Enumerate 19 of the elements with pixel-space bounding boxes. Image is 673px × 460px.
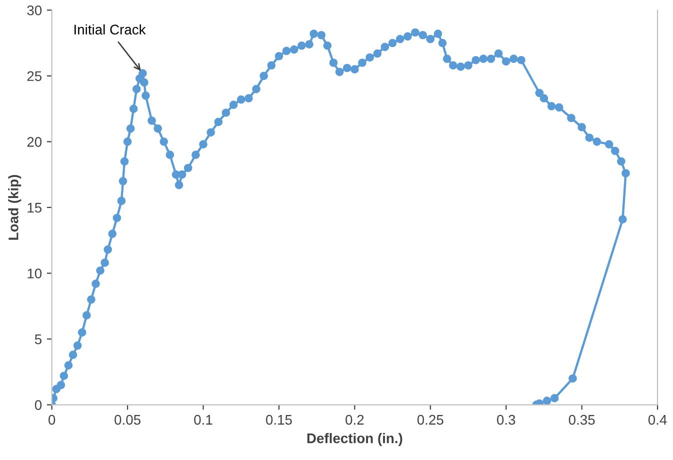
y-tick-label: 0 xyxy=(34,400,42,410)
y-tick-label: 30 xyxy=(27,5,42,16)
y-tick-label: 5 xyxy=(34,334,42,344)
x-tick-label: 0.25 xyxy=(417,414,444,425)
x-tick-label: 0.2 xyxy=(346,414,364,425)
x-tick-label: 0.4 xyxy=(648,414,667,425)
x-tick-label: 0 xyxy=(48,414,56,425)
x-tick-label: 0.05 xyxy=(114,414,140,425)
annotation: Initial Crack xyxy=(74,24,146,35)
x-tick-label: 0.15 xyxy=(266,414,292,425)
x-tick-label: 0.1 xyxy=(194,414,212,425)
x-axis-title: Deflection (in.) xyxy=(307,433,402,446)
y-tick-label: 10 xyxy=(28,268,42,278)
y-tick-label: 15 xyxy=(28,202,42,213)
x-tick-label: 0.35 xyxy=(568,414,595,425)
y-axis-title: Load (kip) xyxy=(8,174,22,240)
y-tick-label: 25 xyxy=(27,71,42,82)
x-tick-label: 0.3 xyxy=(496,414,516,425)
y-tick-label: 20 xyxy=(27,137,42,147)
